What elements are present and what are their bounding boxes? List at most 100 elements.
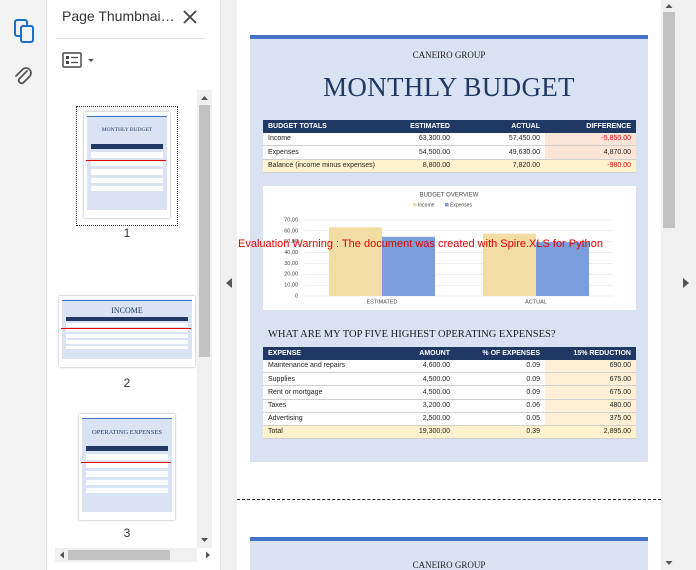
y-tick-label: 40,00: [284, 250, 298, 256]
tool-strip: [0, 0, 47, 570]
next-document-page: CANEIRO GROUP: [250, 537, 648, 570]
thumb-row: [66, 317, 188, 321]
header-cell: 15% REDUCTION: [545, 347, 636, 360]
header-cell: AMOUNT: [386, 347, 455, 360]
thumb-row: [66, 334, 188, 338]
table-body: EXPENSE AMOUNT% OF EXPENSES 15% REDUCTION M…: [263, 347, 636, 440]
table-row: Maintenance and repairs 4,600.00 0.09 690.0…: [263, 360, 636, 374]
thumb-scroll-thumb[interactable]: [199, 105, 210, 357]
thumb-row: [86, 462, 168, 469]
doc-scroll-arrows[interactable]: [661, 0, 677, 570]
y-tick-label: 60,00: [284, 228, 298, 234]
y-tick-label: 30,00: [284, 261, 298, 267]
table-row: Advertising 2,500.00 0.05 375.00: [263, 412, 636, 426]
table-cell: 675.00: [545, 385, 636, 400]
bar: [329, 227, 382, 296]
table-cell: Taxes: [263, 399, 386, 413]
header-cell: EXPENSE: [263, 347, 386, 360]
chart-area: BUDGET OVERVIEW Income Expenses 0 10,00 20,00…: [263, 186, 636, 310]
company-name: CANEIRO GROUP: [412, 50, 486, 60]
collapse-left-arrow[interactable]: [224, 277, 234, 289]
data-table: EXPENSE AMOUNT% OF EXPENSES 15% REDUCTION M…: [263, 347, 636, 440]
close-button[interactable]: [182, 9, 198, 25]
table-cell: 0.09: [455, 360, 545, 374]
thumbnails-icon[interactable]: [12, 18, 36, 44]
table-cell: Expenses: [263, 145, 386, 160]
table-row: Taxes 3,200.00 0.06 480.00: [263, 399, 636, 413]
table-cell: Supplies: [263, 372, 386, 387]
thumb-watermark: [61, 327, 191, 330]
table-cell: 3,200.00: [386, 399, 455, 413]
table-cell: 7,820.00: [455, 159, 545, 173]
y-tick-label: 20,00: [284, 272, 298, 278]
table-cell: 4,600.00: [386, 360, 455, 374]
thumb-scroll-arrows[interactable]: [197, 90, 212, 548]
header-row: EXPENSE AMOUNT% OF EXPENSES 15% REDUCTION: [263, 347, 636, 360]
bar: [483, 233, 536, 296]
table-body: BUDGET TOTALS ESTIMATED ACTUAL DIFFERENCE In…: [263, 120, 636, 173]
table-cell: -980.00: [545, 159, 636, 173]
thumb-row: [91, 152, 163, 158]
thumb-row: [91, 169, 163, 175]
table-cell: 57,450.00: [455, 133, 545, 147]
table-cell: 4,870.00: [545, 145, 636, 160]
thumb-row: [66, 345, 188, 350]
thumb-watermark: [86, 159, 166, 162]
table-cell: Advertising: [263, 412, 386, 426]
document-title: MONTHLY BUDGET: [323, 72, 575, 102]
thumb-row: [91, 160, 163, 167]
table-cell: 4,500.00: [386, 372, 455, 387]
evaluation-watermark: Evaluation Warning : The document was cr…: [238, 238, 604, 250]
thumb-row: [86, 471, 168, 477]
thumb-row: [66, 322, 188, 327]
thumb-selection: [76, 106, 178, 226]
y-tick-label: 50,00: [284, 239, 298, 245]
table-cell: 8,800.00: [386, 159, 455, 173]
h-scroll-thumb[interactable]: [68, 550, 170, 560]
thumbnail-page[interactable]: INCOME: [59, 296, 195, 367]
thumb-page-number: 2: [123, 376, 131, 390]
bar: [382, 236, 435, 296]
thumbnail-page[interactable]: OPERATING EXPENSES: [79, 414, 175, 520]
thumb-title: INCOME: [111, 305, 143, 315]
x-tick-label: ESTIMATED: [366, 299, 397, 305]
chart-title: BUDGET OVERVIEW: [420, 193, 479, 199]
table-cell: 4,500.00: [386, 385, 455, 400]
thumb-row: [66, 328, 188, 333]
table-cell: 0.39: [455, 425, 545, 440]
attachments-icon[interactable]: [12, 64, 34, 88]
h-scroll-arrows[interactable]: [55, 548, 215, 562]
x-tick-label: ACTUAL: [525, 299, 547, 305]
page-break: [237, 499, 661, 500]
expenses-heading: WHAT ARE MY TOP FIVE HIGHEST OPERATING E…: [268, 329, 556, 340]
table-cell: 480.00: [545, 399, 636, 413]
thumb-row: [91, 186, 163, 192]
y-tick-label: 10,00: [284, 283, 298, 289]
y-tick-label: 70,00: [284, 217, 298, 223]
table-cell: Income: [263, 133, 386, 147]
table-cell: 2,500.00: [386, 412, 455, 426]
table-cell: 675.00: [545, 372, 636, 387]
legend-label: Income: [418, 202, 435, 208]
header-cell: ESTIMATED: [386, 120, 455, 133]
table-cell: 0.05: [455, 412, 545, 426]
table-cell: 63,300.00: [386, 133, 455, 147]
legend-swatch: [445, 203, 449, 207]
y-tick-label: 0: [295, 293, 298, 299]
table-cell: Balance (income minus expenses): [263, 159, 386, 173]
table-cell: Rent or mortgage: [263, 385, 386, 400]
panel-title: Page Thumbnai…: [62, 8, 175, 24]
header-cell: DIFFERENCE: [545, 120, 636, 133]
doc-scroll-thumb[interactable]: [663, 12, 675, 228]
thumb-page-number: 1: [123, 226, 131, 240]
thumbnail-options[interactable]: [62, 52, 98, 70]
thumb-title: MONTHLY BUDGET: [101, 126, 153, 133]
thumb-row: [86, 454, 168, 460]
thumb-watermark: [81, 461, 171, 464]
thumbnail-page[interactable]: MONTHLY BUDGET: [84, 112, 170, 218]
thumb-row: [66, 340, 188, 344]
table-row: Total 19,300.00 0.39 2,895.00: [263, 425, 636, 440]
collapse-right-arrow[interactable]: [681, 277, 691, 289]
table-cell: 375.00: [545, 412, 636, 426]
bar: [536, 242, 589, 296]
